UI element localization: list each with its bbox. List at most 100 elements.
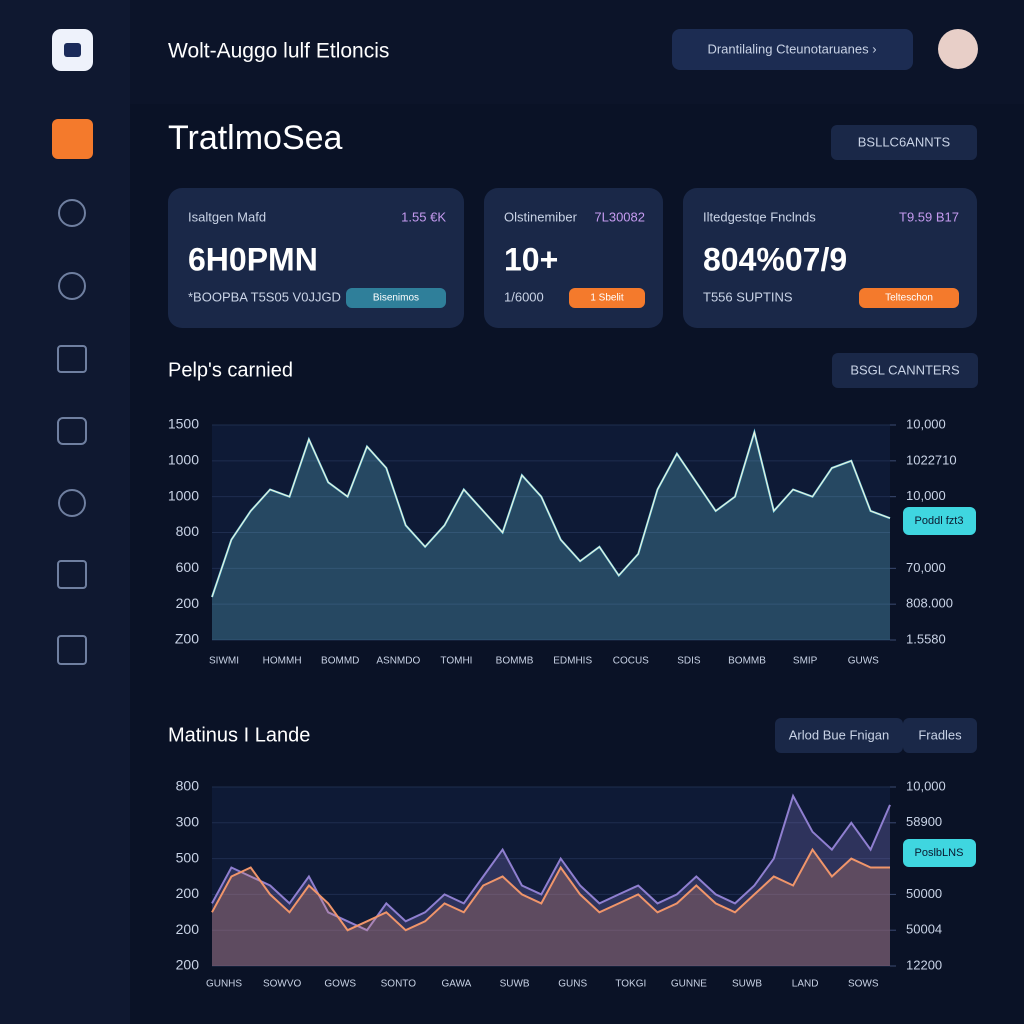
- x-tick-label: SIWMI: [209, 656, 239, 667]
- x-tick-label: SONTO: [381, 979, 417, 990]
- nav-icon[interactable]: [58, 272, 86, 300]
- chart-button-label: Arlod Bue Fnigan: [789, 727, 889, 742]
- x-tick-label: COCUS: [613, 656, 649, 667]
- nav-icons: [57, 199, 87, 665]
- callout[interactable]: [903, 839, 976, 867]
- x-tick-label: GOWS: [324, 979, 356, 990]
- chart-button[interactable]: [832, 353, 978, 388]
- chart-button-label: Fradles: [918, 727, 962, 742]
- callout[interactable]: [903, 507, 976, 535]
- kpi-delta: 7L30082: [594, 209, 645, 224]
- y-tick-label: 800: [176, 523, 200, 539]
- chart-title: Matinus I Lande: [168, 724, 310, 746]
- y-tick-label: 500: [176, 849, 200, 865]
- nav-icon[interactable]: [58, 199, 86, 227]
- x-tick-label: GUNNE: [671, 979, 707, 990]
- y2-tick-label: 70,000: [906, 560, 946, 575]
- area: [212, 796, 890, 966]
- chart-button[interactable]: [903, 718, 977, 753]
- kpi-badge-label: Bisenimos: [373, 293, 419, 304]
- x-tick-label: GUNHS: [206, 979, 242, 990]
- y2-tick-label: 10,000: [906, 488, 946, 503]
- y2-tick-label: 50000: [906, 886, 942, 901]
- y2-tick-label: 58900: [906, 814, 942, 829]
- x-tick-label: SUWB: [500, 979, 530, 990]
- avatar[interactable]: [938, 29, 978, 69]
- kpi-badge[interactable]: [859, 288, 959, 308]
- line: [211, 793, 891, 932]
- y-tick-label: 1500: [168, 416, 199, 432]
- y-tick-label: Z00: [175, 631, 199, 647]
- page-title: TratlmoSea: [168, 119, 343, 157]
- x-tick-label: BOMMD: [321, 656, 359, 667]
- x-tick-label: EDMHIS: [553, 656, 592, 667]
- kpi-badge-label: 1 Sbelit: [590, 293, 624, 304]
- y2-tick-label: 12200: [906, 957, 942, 972]
- kpi-sub: T556 SUPTINS: [703, 289, 793, 304]
- kpi-value: 6H0PMN: [188, 241, 318, 277]
- kpi-label: Iltedgestqe Fnclnds: [703, 209, 816, 224]
- x-tick-label: BOMMB: [728, 656, 766, 667]
- logo-icon: [64, 43, 81, 57]
- area: [212, 849, 890, 966]
- callout-label: PoslbLNS: [915, 847, 964, 859]
- y2-tick-label: 1.5580: [906, 631, 946, 646]
- y-tick-label: 600: [176, 559, 200, 575]
- line: [211, 847, 890, 932]
- x-tick-label: HOMMH: [263, 656, 302, 667]
- kpi-value: 10+: [504, 241, 558, 277]
- x-tick-label: GUNS: [558, 979, 587, 990]
- y2-tick-label: 10,000: [906, 778, 946, 793]
- nav-icon[interactable]: [57, 560, 87, 589]
- x-tick-label: TOMHI: [440, 656, 472, 667]
- x-tick-label: GAWA: [442, 979, 472, 990]
- chart-button-label: BSGL CANNTERS: [850, 362, 960, 377]
- x-tick-label: LAND: [792, 979, 819, 990]
- y-tick-label: 800: [176, 778, 200, 794]
- x-tick-label: SDIS: [677, 656, 701, 667]
- sidebar: [0, 0, 130, 1024]
- chart-button[interactable]: [775, 718, 903, 753]
- kpi-sub: *BOOPBA T5S05 V0JJGD: [188, 289, 341, 304]
- nav-icon[interactable]: [57, 417, 87, 445]
- header-button-label: Drantilaling Cteunotaruanes ›: [707, 41, 876, 56]
- y-tick-label: 300: [176, 814, 200, 830]
- y-tick-label: 1000: [168, 487, 199, 503]
- y2-tick-label: 808.000: [906, 596, 953, 611]
- y2-tick-label: 1022710: [906, 452, 957, 467]
- nav-icon[interactable]: [57, 635, 87, 665]
- page-button-label: BSLLC6ANNTS: [858, 134, 951, 149]
- nav-icon[interactable]: [57, 345, 87, 373]
- header-button[interactable]: [672, 29, 913, 70]
- kpi-label: Isaltgen Mafd: [188, 209, 266, 224]
- area: [212, 432, 890, 640]
- nav-icon[interactable]: [58, 489, 86, 517]
- x-tick-label: ASNMDO: [376, 656, 420, 667]
- x-tick-label: SUWB: [732, 979, 762, 990]
- nav-active[interactable]: [52, 119, 93, 159]
- line-highlight: [211, 430, 891, 598]
- x-tick-label: GUWS: [848, 656, 879, 667]
- x-tick-label: TOKGI: [615, 979, 646, 990]
- kpi-badge[interactable]: [346, 288, 446, 308]
- y-tick-label: 200: [176, 921, 200, 937]
- kpi-badge[interactable]: [569, 288, 645, 308]
- chart-title: Pelp's carnied: [168, 359, 293, 381]
- kpi-label: Olstinemiber: [504, 209, 578, 224]
- kpi-delta: T9.59 B17: [899, 209, 959, 224]
- kpi-sub: 1/6000: [504, 289, 544, 304]
- kpi-delta: 1.55 €K: [401, 209, 446, 224]
- y-tick-label: 1000: [168, 452, 199, 468]
- y2-tick-label: 10,000: [906, 416, 946, 431]
- x-tick-label: SOWS: [848, 979, 879, 990]
- header-title: Wolt-Auggo lulf Etloncis: [168, 40, 389, 63]
- x-tick-label: SOWVO: [263, 979, 302, 990]
- y-tick-label: 200: [176, 595, 200, 611]
- y-tick-label: 200: [176, 885, 200, 901]
- kpi-value: 804%07/9: [703, 241, 847, 277]
- x-tick-label: BOMMB: [496, 656, 534, 667]
- page-button[interactable]: [831, 125, 977, 160]
- y-tick-label: 200: [176, 957, 200, 973]
- x-tick-label: SMIP: [793, 656, 818, 667]
